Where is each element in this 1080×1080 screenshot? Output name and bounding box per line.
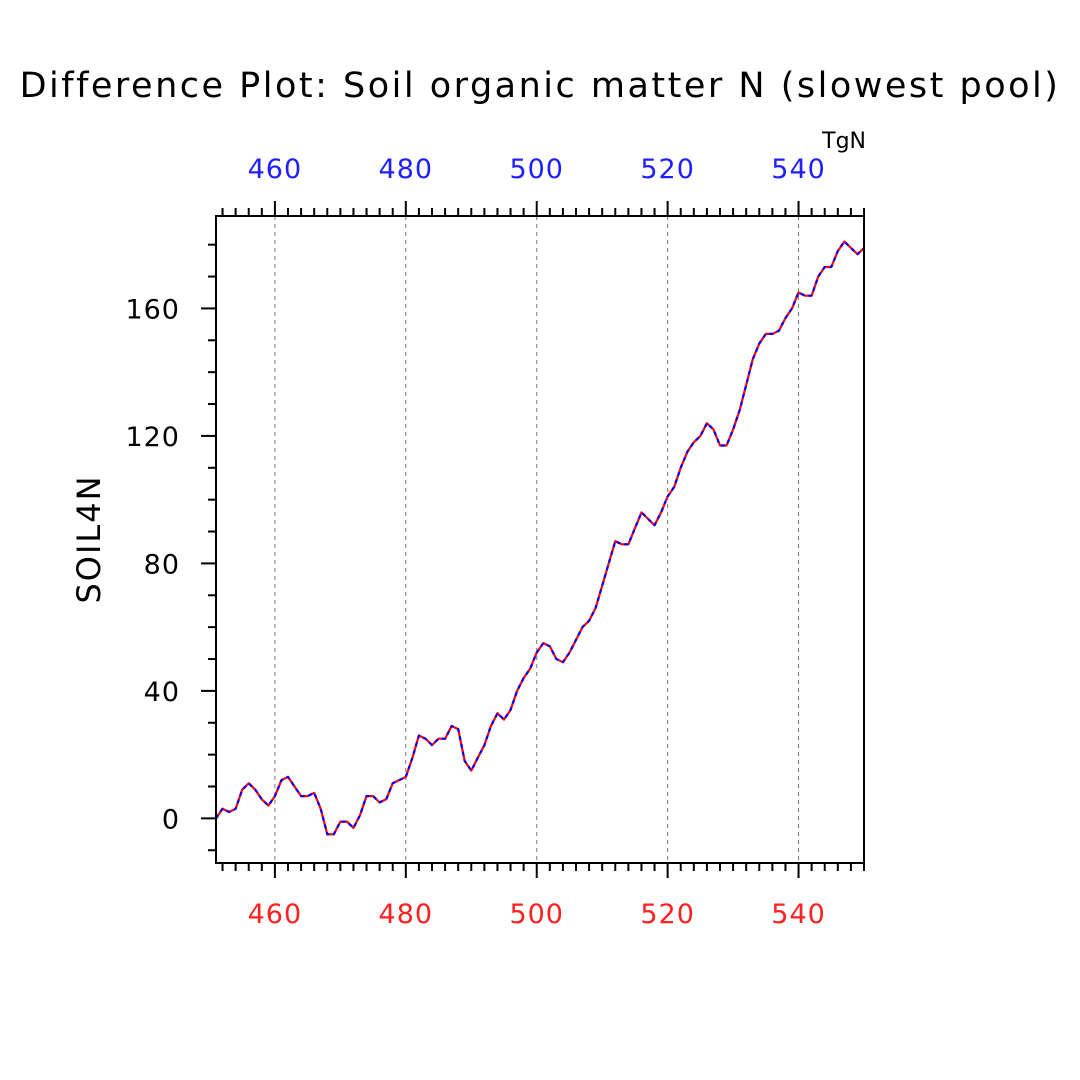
x-tick-label-top: 500 [509,154,564,185]
grid-lines [274,216,800,863]
series-group [215,240,865,836]
y-tick-label: 80 [144,549,180,580]
y-tick-label: 40 [144,677,180,708]
plot-frame [215,215,865,864]
x-tick-label-bottom: 500 [509,899,564,930]
x-tick-label-bottom: 540 [771,899,826,930]
y-axis-label: SOIL4N [70,474,108,603]
chart-title: Difference Plot: Soil organic matter N (… [20,66,1061,106]
axis-ticks [201,201,865,878]
x-tick-label-top: 480 [379,154,434,185]
series-line-dashed-overlay-0 [215,240,865,836]
units-label: TgN [821,129,866,154]
x-tick-label-top: 540 [771,154,826,185]
x-tick-label-top: 460 [248,154,303,185]
x-tick-label-bottom: 460 [248,899,303,930]
x-tick-label-top: 520 [640,154,695,185]
y-tick-label: 120 [125,422,180,453]
y-tick-label: 160 [125,294,180,325]
x-tick-label-bottom: 480 [379,899,434,930]
x-tick-label-bottom: 520 [640,899,695,930]
y-tick-label: 0 [162,804,180,835]
tick-labels: 460 480 500 520 540 460 480 500 520 540 0 40 80 120 16… [125,154,826,930]
series-line-0 [215,240,865,836]
